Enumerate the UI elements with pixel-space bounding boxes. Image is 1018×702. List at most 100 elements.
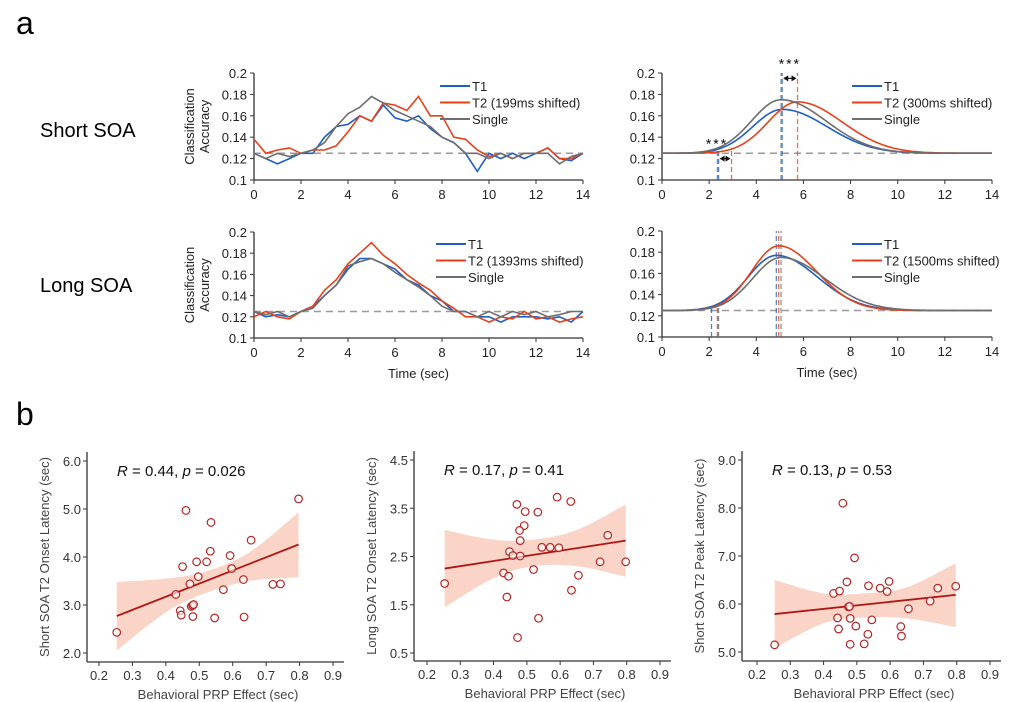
r-symbol: R bbox=[444, 462, 455, 479]
x-tick-label: 0.4 bbox=[815, 667, 833, 682]
data-point bbox=[502, 592, 512, 602]
data-point bbox=[189, 600, 199, 609]
x-tick-label: 0.9 bbox=[651, 667, 669, 682]
y-tick-label: 0.12 bbox=[630, 309, 655, 324]
y-tick-label: 0.14 bbox=[630, 130, 655, 145]
y-tick-label: 6.0 bbox=[718, 597, 736, 612]
legend-label: T1 bbox=[468, 237, 483, 252]
data-point bbox=[268, 579, 278, 589]
x-tick-label: 12 bbox=[529, 345, 543, 360]
data-point bbox=[603, 530, 613, 540]
x-tick-label: 0.2 bbox=[748, 667, 766, 682]
series-line-3 bbox=[253, 95, 584, 165]
y-tick-label: 0.2 bbox=[229, 66, 247, 81]
x-tick-label: 8 bbox=[438, 187, 445, 202]
scatter-panel-scatter-long-onset: 0.2 0.3 0.4 0.5 0.6 0.7 0.8 0.9 0.5 1.5 2.5 3.5 4.5 B… bbox=[364, 451, 671, 701]
y-tick-label: 0.1 bbox=[229, 331, 247, 346]
data-point bbox=[246, 535, 256, 545]
data-point bbox=[294, 494, 303, 504]
x-tick-label: 2 bbox=[706, 187, 713, 202]
p-value: = 0.41 bbox=[518, 462, 564, 479]
data-point bbox=[193, 572, 203, 582]
row-label-short-soa: Short SOA bbox=[40, 120, 136, 142]
y-tick-label: 0.2 bbox=[637, 66, 655, 81]
r-symbol: R bbox=[117, 463, 128, 480]
y-tick-label: 0.12 bbox=[222, 152, 247, 167]
y-tick-label: 8.0 bbox=[718, 501, 736, 516]
y-tick-label: 0.18 bbox=[630, 245, 655, 260]
x-tick-label: 0.7 bbox=[914, 667, 932, 682]
y-tick-label: 5.0 bbox=[63, 502, 81, 517]
y-tick-label: 0.12 bbox=[222, 310, 247, 325]
scatter-panel-scatter-short-peak: 0.2 0.3 0.4 0.5 0.6 0.7 0.8 0.9 5.0 6.0 7.0 8.0 9.0 B… bbox=[692, 451, 1001, 701]
legend-label: T2 (199ms shifted) bbox=[472, 96, 580, 111]
row-label-long-soa: Long SOA bbox=[40, 275, 133, 297]
x-tick-label: 8 bbox=[847, 187, 854, 202]
y-tick-label: 0.1 bbox=[637, 330, 655, 345]
y-tick-label: 3.0 bbox=[63, 598, 81, 613]
data-point bbox=[112, 627, 122, 637]
data-point bbox=[904, 604, 913, 614]
y-tick-label: 5.0 bbox=[718, 645, 736, 660]
arrow-head bbox=[783, 75, 797, 82]
time-course-panel-short-raw: 0 2 4 6 8 10 12 14 0.1 0.12 0.14 0.16 0.18 0.2 Classif… bbox=[182, 66, 590, 202]
x-tick-label: 0.6 bbox=[551, 667, 569, 682]
y-tick-label: 2.0 bbox=[63, 646, 81, 661]
x-tick-label: 10 bbox=[482, 187, 496, 202]
x-tick-label: 0 bbox=[658, 187, 665, 202]
legend-label: Single bbox=[884, 112, 920, 127]
x-tick-label: 14 bbox=[985, 344, 999, 359]
series-line-3 bbox=[662, 99, 992, 154]
data-point bbox=[882, 587, 892, 596]
data-point bbox=[595, 557, 605, 567]
y-tick-label: 0.1 bbox=[637, 173, 655, 188]
data-point bbox=[185, 579, 195, 589]
panel-letter-b: b bbox=[16, 396, 34, 432]
y-axis-label: Accuracy bbox=[197, 99, 212, 153]
r-value: = 0.13, bbox=[783, 462, 838, 479]
data-point bbox=[192, 557, 202, 567]
data-point bbox=[218, 585, 228, 595]
x-tick-label: 14 bbox=[985, 187, 999, 202]
y-tick-label: 0.14 bbox=[222, 289, 247, 304]
data-point bbox=[239, 612, 249, 622]
y-tick-label: 0.16 bbox=[630, 266, 655, 281]
data-point bbox=[951, 581, 961, 591]
data-point bbox=[529, 565, 538, 574]
x-tick-label: 14 bbox=[576, 187, 590, 202]
legend-label: T1 bbox=[472, 79, 487, 94]
x-tick-label: 0.9 bbox=[324, 668, 342, 683]
significance-stars: *** bbox=[706, 136, 728, 152]
data-point bbox=[440, 579, 450, 588]
x-tick-label: 0.9 bbox=[981, 667, 999, 682]
x-tick-label: 10 bbox=[890, 187, 904, 202]
series-line-3 bbox=[253, 257, 583, 318]
x-tick-label: 0.6 bbox=[881, 667, 899, 682]
x-tick-label: 8 bbox=[847, 344, 854, 359]
data-point bbox=[202, 557, 212, 567]
x-axis-label: Time (sec) bbox=[388, 366, 449, 381]
data-point bbox=[838, 498, 848, 508]
time-course-panel-long-raw: 0 2 4 6 8 10 12 14 0.1 0.12 0.14 0.16 0.18 0.2 Classif… bbox=[182, 225, 590, 381]
y-tick-label: 6.0 bbox=[63, 454, 81, 469]
y-tick-label: 0.18 bbox=[222, 246, 247, 261]
y-tick-label: 7.0 bbox=[718, 549, 736, 564]
data-point bbox=[512, 499, 522, 509]
data-point bbox=[225, 551, 235, 560]
data-point bbox=[504, 571, 513, 581]
y-tick-label: 3.5 bbox=[390, 501, 408, 516]
x-tick-label: 0.7 bbox=[584, 667, 602, 682]
regression-line bbox=[444, 539, 626, 570]
arrow-head bbox=[719, 155, 731, 162]
r-value: = 0.44, bbox=[128, 463, 183, 480]
x-tick-label: 12 bbox=[938, 187, 952, 202]
data-point bbox=[867, 615, 877, 625]
regression-line bbox=[116, 543, 299, 617]
y-tick-label: 0.16 bbox=[222, 109, 247, 124]
series-line-1 bbox=[253, 103, 584, 173]
data-point bbox=[770, 640, 780, 650]
data-point bbox=[835, 586, 844, 596]
series-line-3 bbox=[662, 256, 992, 312]
y-axis-label: Classification bbox=[182, 247, 197, 324]
